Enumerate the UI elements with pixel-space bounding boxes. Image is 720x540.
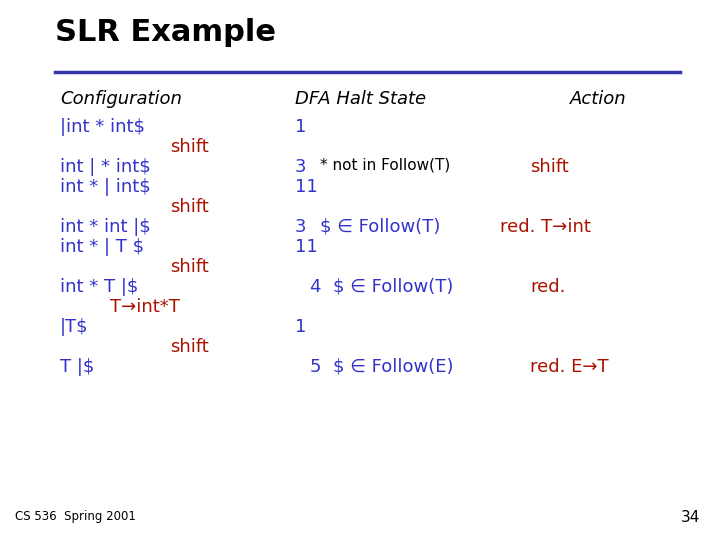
Text: int * | T $: int * | T $: [60, 238, 144, 256]
Text: red. T→int: red. T→int: [500, 218, 591, 236]
Text: shift: shift: [170, 338, 209, 356]
Text: 11: 11: [295, 238, 318, 256]
Text: int | * int$: int | * int$: [60, 158, 150, 176]
Text: 34: 34: [680, 510, 700, 525]
Text: |int * int$: |int * int$: [60, 118, 145, 136]
Text: 1: 1: [295, 318, 307, 336]
Text: SLR Example: SLR Example: [55, 18, 276, 47]
Text: int * int |$: int * int |$: [60, 218, 150, 236]
Text: int * T |$: int * T |$: [60, 278, 138, 296]
Text: 11: 11: [295, 178, 318, 196]
Text: 3: 3: [295, 218, 307, 236]
Text: 1: 1: [295, 118, 307, 136]
Text: shift: shift: [170, 198, 209, 216]
Text: $ ∈ Follow(T): $ ∈ Follow(T): [320, 218, 441, 236]
Text: shift: shift: [170, 138, 209, 156]
Text: CS 536  Spring 2001: CS 536 Spring 2001: [15, 510, 136, 523]
Text: int * | int$: int * | int$: [60, 178, 150, 196]
Text: Configuration: Configuration: [60, 90, 182, 108]
Text: shift: shift: [170, 258, 209, 276]
Text: red.: red.: [530, 278, 565, 296]
Text: 3: 3: [295, 158, 307, 176]
Text: Action: Action: [570, 90, 626, 108]
Text: DFA Halt State: DFA Halt State: [295, 90, 426, 108]
Text: T |$: T |$: [60, 358, 94, 376]
Text: T→int*T: T→int*T: [110, 298, 180, 316]
Text: * not in Follow(T): * not in Follow(T): [320, 158, 450, 173]
Text: |T$: |T$: [60, 318, 89, 336]
Text: shift: shift: [530, 158, 569, 176]
Text: 4  $ ∈ Follow(T): 4 $ ∈ Follow(T): [310, 278, 454, 296]
Text: red. E→T: red. E→T: [530, 358, 608, 376]
Text: 5  $ ∈ Follow(E): 5 $ ∈ Follow(E): [310, 358, 454, 376]
